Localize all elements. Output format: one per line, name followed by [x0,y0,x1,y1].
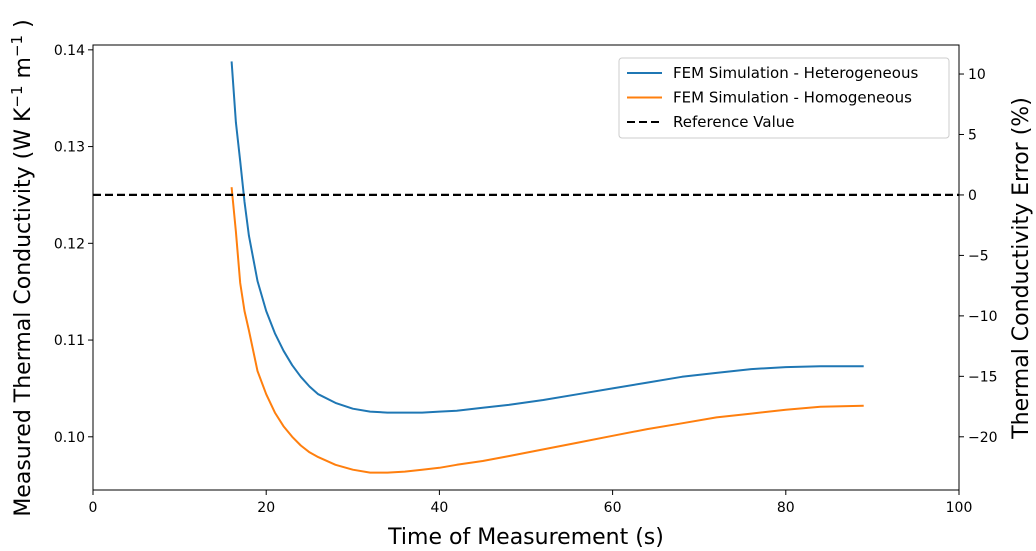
x-tick-label: 80 [777,500,795,516]
y-right-tick-label: 10 [968,67,986,83]
y-left-title-exp1: −1 [8,85,26,107]
y-left-tick-label: 0.12 [54,236,85,252]
x-tick-label: 60 [604,500,622,516]
y-right-tick-label: 0 [968,188,977,204]
x-axis-ticks: 0 20 40 60 80 100 [89,490,973,516]
x-tick-label: 40 [430,500,448,516]
y-right-axis-ticks: −20 −15 −10 −5 0 5 10 [959,67,998,446]
legend-label-1: FEM Simulation - Homogeneous [673,89,912,107]
y-right-tick-label: −5 [968,248,989,264]
y-left-title-part2: m [11,57,36,85]
y-left-tick-label: 0.14 [54,43,85,59]
y-left-axis-ticks: 0.10 0.11 0.12 0.13 0.14 [54,43,93,446]
series-lines [93,61,959,474]
series-line-1 [230,187,864,474]
y-right-tick-label: −15 [968,369,998,385]
legend-label-2: Reference Value [673,113,795,131]
x-tick-label: 100 [946,500,973,516]
x-axis-title: Time of Measurement (s) [387,525,664,550]
y-left-title-exp2: −1 [8,35,26,57]
y-right-tick-label: −10 [968,309,998,325]
y-left-tick-label: 0.13 [54,140,85,156]
y-right-tick-label: 5 [968,127,977,143]
y-left-tick-label: 0.10 [54,430,85,446]
y-left-title-part1: Measured Thermal Conductivity (W K [11,107,36,517]
x-tick-label: 0 [89,500,98,516]
legend: FEM Simulation - Heterogeneous FEM Simula… [618,57,950,139]
y-left-axis-title: Measured Thermal Conductivity (W K−1 m−1… [8,19,36,516]
y-right-axis-title: Thermal Conductivity Error (%) [1009,97,1034,440]
y-left-title-part3: ) [11,19,36,35]
legend-box [618,57,950,139]
series-line-0 [230,61,864,414]
plot-frame [92,44,960,491]
legend-label-0: FEM Simulation - Heterogeneous [673,64,918,82]
y-left-tick-label: 0.11 [54,333,85,349]
y-right-tick-label: −20 [968,430,998,446]
x-tick-label: 20 [257,500,275,516]
